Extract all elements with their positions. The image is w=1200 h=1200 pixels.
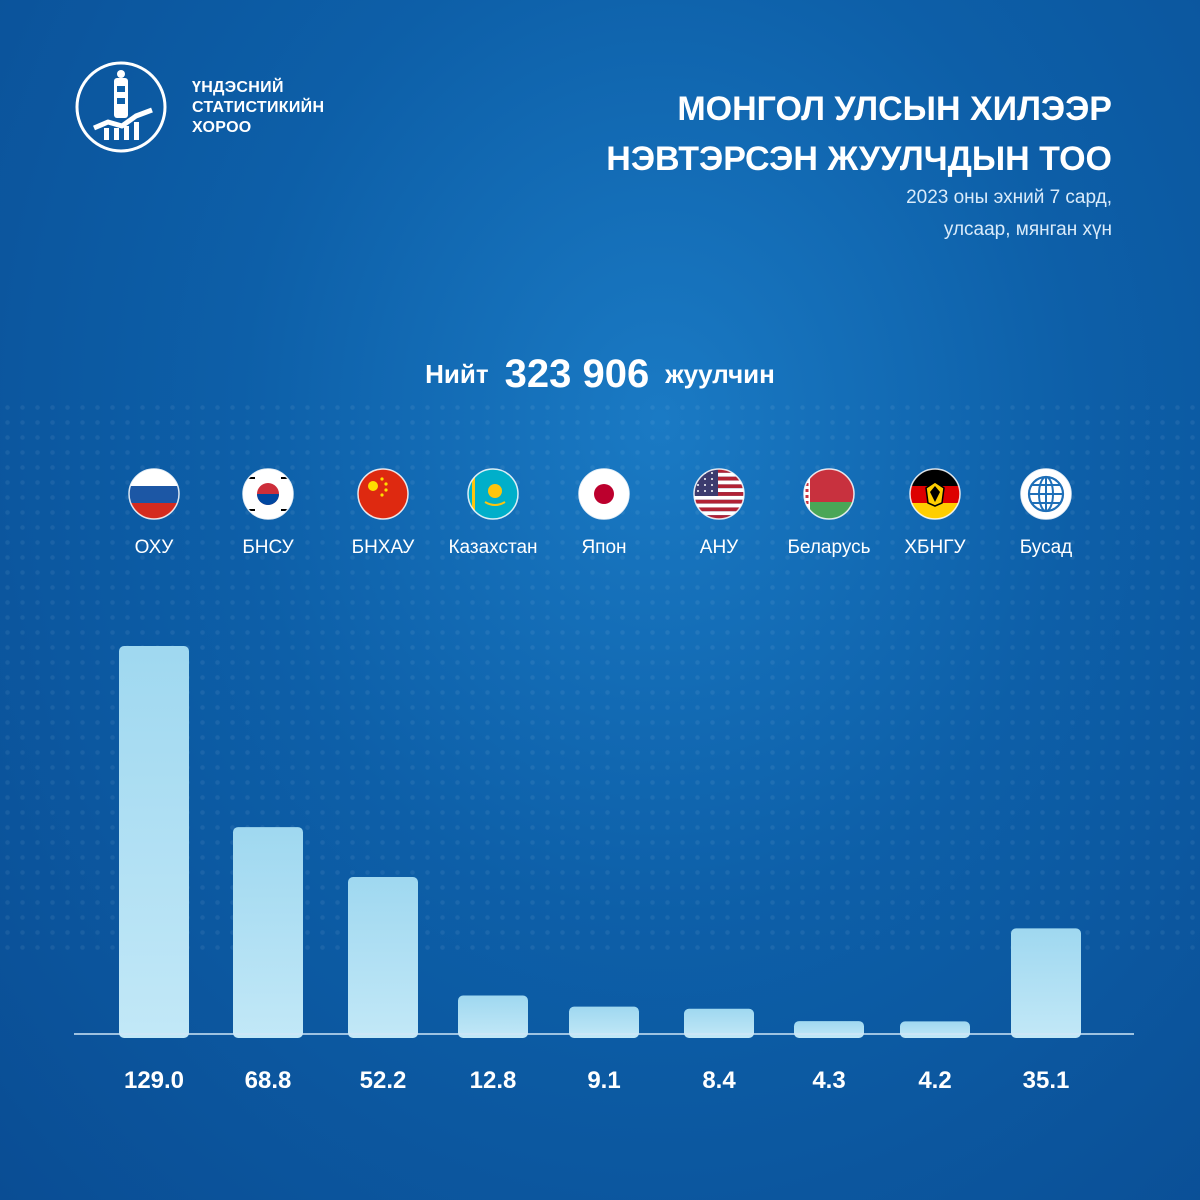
chart-subtitle-line2: улсаар, мянган хүн xyxy=(943,219,1112,240)
value-label: 68.8 xyxy=(245,1067,292,1094)
kazakhstan-flag-icon xyxy=(467,468,519,520)
total-tourists: Нийт 323 906 жуулчин xyxy=(0,352,1200,397)
belarus-flag-icon xyxy=(803,468,855,520)
japan-flag-icon xyxy=(578,468,630,520)
germany-flag-icon xyxy=(909,468,961,520)
value-label: 4.2 xyxy=(918,1067,951,1094)
south-korea-flag-icon xyxy=(242,468,294,520)
bar xyxy=(1011,928,1081,1038)
value-label: 129.0 xyxy=(124,1067,184,1094)
org-name-line3: ХОРОО xyxy=(192,119,252,136)
nso-logo-icon xyxy=(75,61,167,153)
bar xyxy=(569,1006,639,1038)
bar xyxy=(900,1021,970,1038)
category-label: ОХУ xyxy=(135,537,175,558)
value-label: 9.1 xyxy=(587,1067,620,1094)
total-suffix: жуулчин xyxy=(665,359,775,389)
bar xyxy=(348,876,418,1038)
russia-flag-icon xyxy=(128,468,180,520)
category-label: Беларусь xyxy=(787,537,870,558)
org-name-line2: СТАТИСТИКИЙН xyxy=(192,99,325,116)
bar xyxy=(233,827,303,1038)
total-prefix: Нийт xyxy=(425,359,489,389)
usa-flag-icon xyxy=(693,468,745,520)
value-label: 52.2 xyxy=(360,1067,407,1094)
org-name-line1: ҮНДЭСНИЙ xyxy=(192,79,284,96)
bar xyxy=(458,995,528,1038)
category-label: БНСУ xyxy=(242,537,294,558)
category-label: Казахстан xyxy=(448,537,537,558)
category-label: БНХАУ xyxy=(352,537,416,558)
chart-subtitle-line1: 2023 оны эхний 7 сард, xyxy=(906,187,1112,208)
category-label: АНУ xyxy=(700,537,739,558)
chart-title-line2: НЭВТЭРСЭН ЖУУЛЧДЫН ТОО xyxy=(606,140,1112,178)
chart-subtitle: 2023 оны эхний 7 сард, улсаар, мянган хү… xyxy=(906,182,1112,246)
category-label: ХБНГУ xyxy=(904,537,966,558)
china-flag-icon xyxy=(357,468,409,520)
bar xyxy=(794,1021,864,1038)
globe-icon xyxy=(1020,468,1072,520)
bar xyxy=(684,1008,754,1038)
total-value: 323 906 xyxy=(504,352,650,396)
org-name: ҮНДЭСНИЙ СТАТИСТИКИЙН ХОРОО xyxy=(192,78,324,138)
category-label: Бусад xyxy=(1020,537,1073,558)
value-label: 4.3 xyxy=(812,1067,845,1094)
bar xyxy=(119,646,189,1038)
value-label: 35.1 xyxy=(1023,1067,1070,1094)
category-label: Япон xyxy=(581,537,626,558)
value-label: 8.4 xyxy=(702,1067,736,1094)
chart-title: МОНГОЛ УЛСЫН ХИЛЭЭР НЭВТЭРСЭН ЖУУЛЧДЫН Т… xyxy=(606,84,1112,184)
chart-title-line1: МОНГОЛ УЛСЫН ХИЛЭЭР xyxy=(677,90,1112,128)
value-label: 12.8 xyxy=(470,1067,517,1094)
